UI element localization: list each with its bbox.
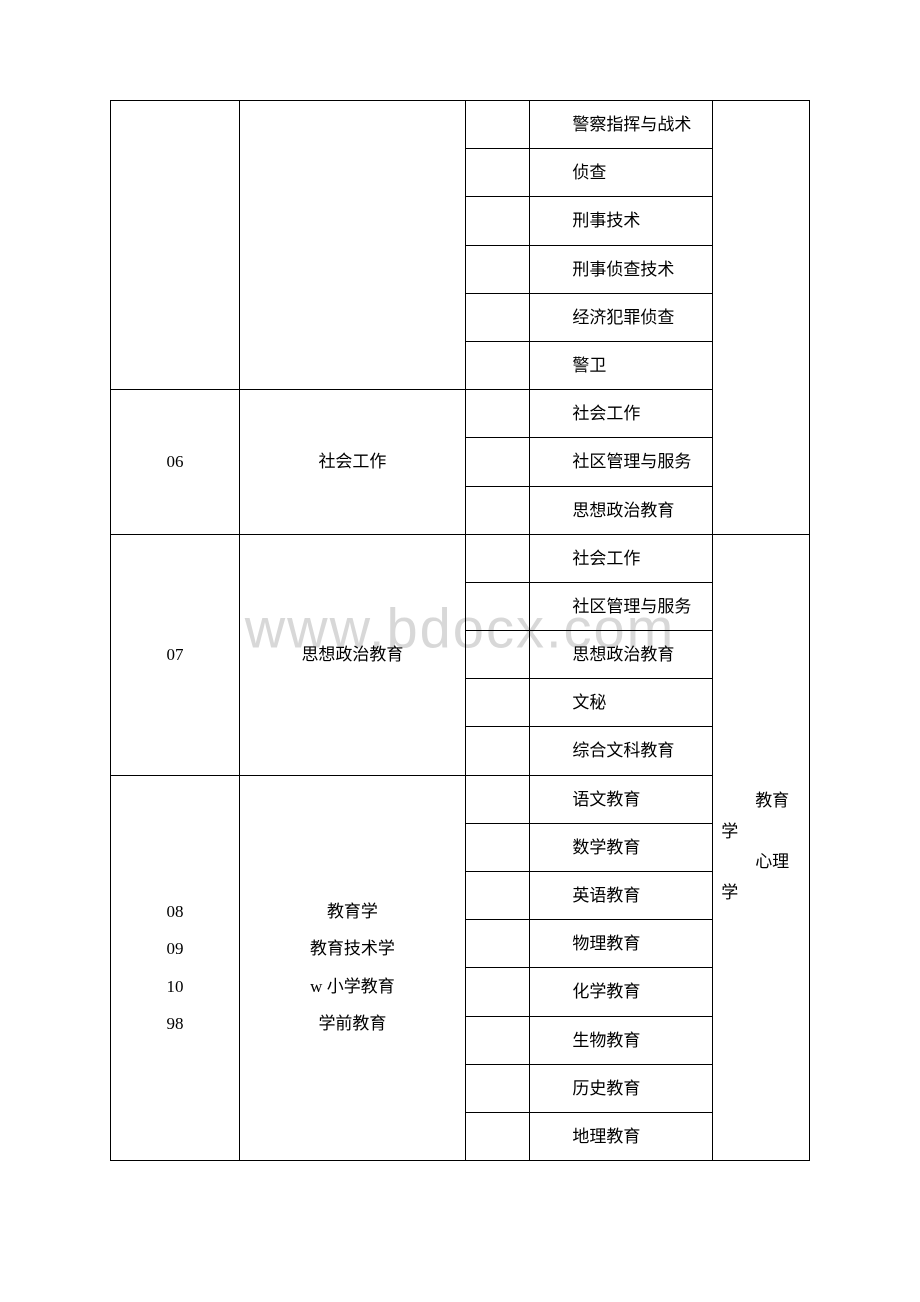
major-cell (240, 101, 466, 390)
blank-cell (465, 823, 530, 871)
blank-cell (465, 920, 530, 968)
blank-cell (465, 149, 530, 197)
blank-cell (465, 534, 530, 582)
blank-cell (465, 245, 530, 293)
sub-cell: 文秘 (530, 679, 713, 727)
blank-cell (465, 390, 530, 438)
table-row: 08091098教育学教育技术学w 小学教育学前教育语文教育 (111, 775, 810, 823)
sub-cell: 经济犯罪侦查 (530, 293, 713, 341)
major-cell: 社会工作 (240, 390, 466, 535)
sub-cell: 思想政治教育 (530, 486, 713, 534)
major-cell: 教育学教育技术学w 小学教育学前教育 (240, 775, 466, 1161)
sub-cell: 刑事侦查技术 (530, 245, 713, 293)
major-cell: 思想政治教育 (240, 534, 466, 775)
blank-cell (465, 679, 530, 727)
sub-cell: 刑事技术 (530, 197, 713, 245)
blank-cell (465, 341, 530, 389)
sub-cell: 社区管理与服务 (530, 582, 713, 630)
blank-cell (465, 101, 530, 149)
note-cell: 教育学心理学 (713, 534, 810, 1160)
blank-cell (465, 197, 530, 245)
sub-cell: 生物教育 (530, 1016, 713, 1064)
blank-cell (465, 631, 530, 679)
blank-cell (465, 1112, 530, 1160)
note-cell (713, 101, 810, 535)
blank-cell (465, 968, 530, 1016)
sub-cell: 社会工作 (530, 390, 713, 438)
blank-cell (465, 438, 530, 486)
sub-cell: 社区管理与服务 (530, 438, 713, 486)
code-cell: 08091098 (111, 775, 240, 1161)
majors-table: 警察指挥与战术侦查刑事技术刑事侦查技术经济犯罪侦查警卫06社会工作社会工作社区管… (110, 100, 810, 1161)
sub-cell: 思想政治教育 (530, 631, 713, 679)
sub-cell: 历史教育 (530, 1064, 713, 1112)
sub-cell: 化学教育 (530, 968, 713, 1016)
sub-cell: 综合文科教育 (530, 727, 713, 775)
table-row: 06社会工作社会工作 (111, 390, 810, 438)
sub-cell: 社会工作 (530, 534, 713, 582)
sub-cell: 英语教育 (530, 872, 713, 920)
blank-cell (465, 872, 530, 920)
blank-cell (465, 582, 530, 630)
sub-cell: 地理教育 (530, 1112, 713, 1160)
sub-cell: 数学教育 (530, 823, 713, 871)
code-cell: 07 (111, 534, 240, 775)
sub-cell: 物理教育 (530, 920, 713, 968)
table-row: 07思想政治教育社会工作教育学心理学 (111, 534, 810, 582)
sub-cell: 语文教育 (530, 775, 713, 823)
blank-cell (465, 486, 530, 534)
sub-cell: 侦查 (530, 149, 713, 197)
code-cell: 06 (111, 390, 240, 535)
table-row: 警察指挥与战术 (111, 101, 810, 149)
code-cell (111, 101, 240, 390)
blank-cell (465, 293, 530, 341)
blank-cell (465, 1016, 530, 1064)
blank-cell (465, 1064, 530, 1112)
sub-cell: 警卫 (530, 341, 713, 389)
blank-cell (465, 775, 530, 823)
sub-cell: 警察指挥与战术 (530, 101, 713, 149)
blank-cell (465, 727, 530, 775)
